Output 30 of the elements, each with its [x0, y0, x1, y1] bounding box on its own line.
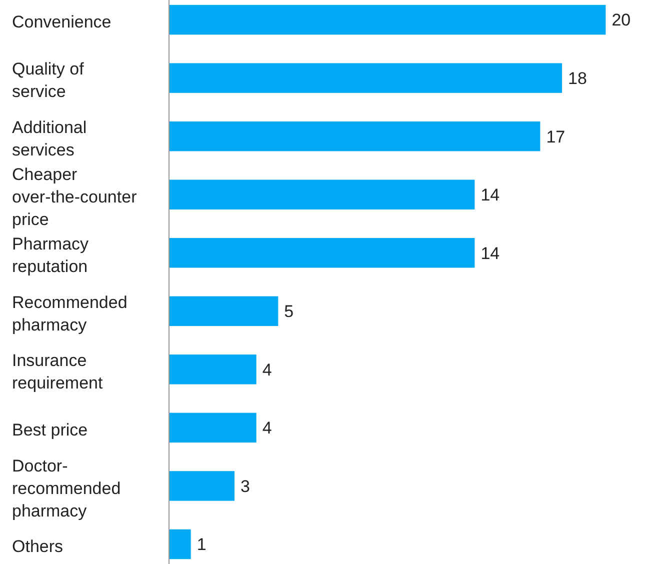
- data-label: 18: [568, 68, 587, 88]
- data-label: 20: [612, 10, 631, 30]
- bar: [169, 296, 278, 326]
- bar: [169, 529, 191, 560]
- y-tick-label: Doctor-recommended pharmacy: [12, 456, 121, 520]
- y-tick-label: Cheaper over-the-counter price: [12, 165, 138, 230]
- data-label: 4: [262, 360, 272, 380]
- bar: [169, 354, 256, 384]
- data-label: 14: [480, 244, 500, 263]
- y-tick-label: Others: [12, 537, 64, 556]
- bar: [169, 180, 475, 210]
- y-tick-label: Recommended pharmacy: [12, 292, 128, 334]
- y-tick-label: Additional services: [12, 118, 87, 160]
- data-label: 4: [262, 418, 272, 438]
- data-label: 5: [284, 302, 294, 322]
- data-label: 14: [480, 186, 500, 205]
- bar: [169, 4, 606, 35]
- y-tick-label: Best price: [12, 420, 88, 440]
- bar: [169, 412, 256, 443]
- y-tick-label: Pharmacy reputation: [12, 234, 90, 276]
- bar: [169, 238, 475, 268]
- bar: [169, 471, 235, 501]
- y-tick-label: Insurance requirement: [12, 351, 103, 393]
- y-tick-label: Convenience: [12, 12, 112, 32]
- bar: [169, 121, 540, 152]
- data-label: 3: [240, 476, 250, 496]
- bar: [169, 63, 562, 93]
- data-label: 1: [196, 535, 206, 554]
- data-label: 17: [546, 127, 566, 146]
- y-tick-label: Quality of service: [12, 60, 84, 102]
